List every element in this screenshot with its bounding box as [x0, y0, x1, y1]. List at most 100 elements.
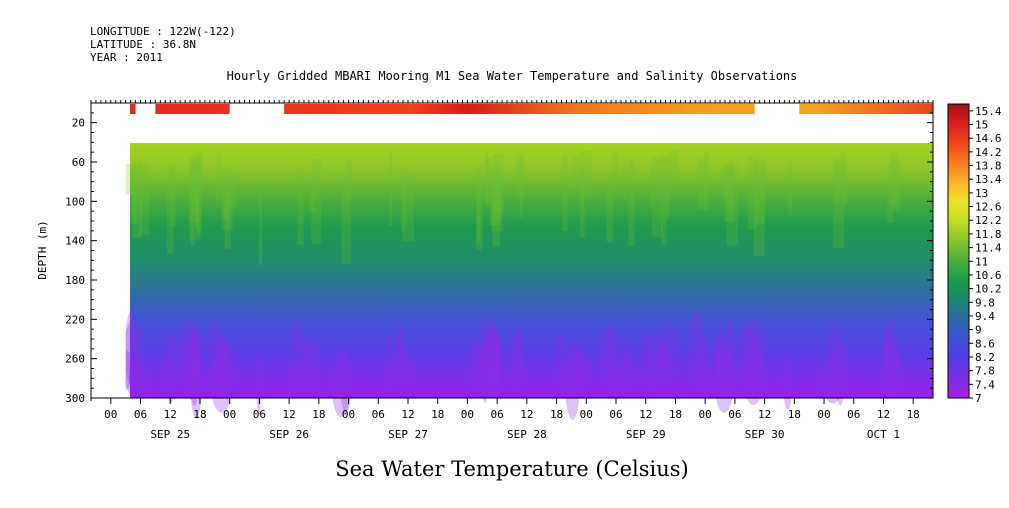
cold-patch — [712, 332, 731, 384]
cold-patch — [301, 343, 321, 395]
surface-gap — [229, 104, 285, 115]
cold-patch — [209, 323, 222, 392]
cold-patch — [646, 350, 654, 394]
x-tick-label: 06 — [491, 408, 504, 421]
colorbar-tick-label: 9 — [975, 324, 982, 337]
cold-patch — [290, 318, 304, 393]
cold-patch — [827, 322, 841, 373]
warm-streak — [476, 179, 481, 243]
cold-patch — [599, 327, 614, 373]
cold-patch — [177, 322, 200, 391]
y-tick-label: 180 — [65, 274, 85, 287]
x-tick-label: 06 — [847, 408, 860, 421]
colorbar-tick-label: 12.6 — [975, 201, 1002, 214]
warm-streak — [649, 164, 654, 210]
warm-streak — [139, 162, 150, 235]
warm-streak — [580, 150, 592, 200]
cold-patch — [473, 345, 481, 397]
cold-patch — [479, 332, 503, 397]
cold-patch — [125, 310, 138, 387]
colorbar-tick-label: 11.4 — [975, 242, 1002, 255]
x-tick-label: 12 — [877, 408, 890, 421]
cold-patch — [469, 339, 483, 393]
cold-patch — [128, 355, 150, 396]
warm-streak — [612, 152, 619, 192]
warm-streak — [726, 163, 739, 246]
warm-streak — [215, 153, 222, 208]
y-tick-label: 260 — [65, 353, 85, 366]
x-tick-label: 12 — [520, 408, 533, 421]
y-axis-label: DEPTH (m) — [36, 220, 49, 280]
warm-streak — [402, 174, 414, 242]
x-tick-label: 06 — [372, 408, 385, 421]
x-tick-label: 12 — [639, 408, 652, 421]
x-day-label: OCT 1 — [867, 428, 900, 441]
warm-streak — [843, 162, 848, 206]
cold-patch — [821, 350, 845, 404]
cold-patch — [478, 316, 501, 384]
missing-data-left — [92, 104, 126, 398]
warm-streak — [628, 158, 635, 246]
warm-streak — [832, 161, 845, 249]
missing-depth-band — [125, 114, 933, 141]
warm-streak — [724, 165, 735, 222]
warm-streak — [572, 155, 580, 189]
cold-patch — [189, 331, 200, 406]
cold-patch — [714, 347, 735, 413]
colorbar-tick-label: 11 — [975, 255, 988, 268]
colorbar-tick-label: 9.4 — [975, 310, 995, 323]
warm-streak — [623, 162, 627, 199]
x-day-label: SEP 26 — [269, 428, 309, 441]
warm-streak — [579, 167, 585, 238]
warm-streak — [125, 163, 134, 194]
cold-patch — [386, 334, 393, 393]
cold-patch — [742, 335, 765, 405]
y-axis: 20 60 100 140 180 220 260 300 — [65, 112, 933, 405]
warm-streak — [400, 171, 406, 232]
colorbar-tick-label: 11.8 — [975, 228, 1002, 241]
cold-patch — [491, 342, 502, 397]
x-tick-label: 00 — [342, 408, 355, 421]
surface-band — [130, 104, 933, 114]
cold-patch — [187, 357, 195, 400]
latitude-label: LATITUDE : 36.8N — [90, 38, 196, 51]
colorbar-tick-label: 13 — [975, 187, 988, 200]
warm-streak — [484, 151, 489, 207]
plot-area — [90, 102, 934, 420]
warm-streak — [489, 167, 501, 226]
cold-patch — [622, 347, 635, 390]
x-tick-label: 12 — [758, 408, 771, 421]
cold-patch — [217, 342, 237, 391]
warm-streak — [131, 167, 138, 225]
cold-patch — [508, 334, 525, 391]
warm-streak — [721, 166, 731, 199]
x-tick-label: 18 — [431, 408, 444, 421]
warm-streak — [491, 176, 503, 232]
cold-patch — [390, 347, 414, 386]
cold-patch — [484, 326, 501, 393]
cold-patch — [122, 321, 143, 396]
x-tick-label: 12 — [164, 408, 177, 421]
x-tick-label: 12 — [282, 408, 295, 421]
cold-patch — [188, 316, 196, 377]
colorbar-tick-label: 9.8 — [975, 296, 995, 309]
x-day-label: SEP 30 — [745, 428, 785, 441]
warm-streak — [755, 158, 766, 224]
cold-patch — [641, 332, 663, 371]
x-tick-label: 00 — [580, 408, 593, 421]
cold-patch — [555, 334, 568, 385]
colorbar-tick-label: 13.4 — [975, 173, 1002, 186]
warm-streak — [697, 158, 707, 210]
warm-streak — [669, 150, 679, 196]
warm-streak — [492, 153, 504, 213]
x-tick-label: 00 — [817, 408, 830, 421]
x-tick-label: 00 — [699, 408, 712, 421]
cold-patch — [190, 326, 204, 376]
warm-streak — [516, 153, 525, 199]
x-tick-label: 18 — [312, 408, 325, 421]
colorbar-tick-label: 7.8 — [975, 365, 995, 378]
y-tick-label: 60 — [72, 156, 85, 169]
warm-streak — [345, 159, 352, 200]
x-day-label: SEP 29 — [626, 428, 666, 441]
